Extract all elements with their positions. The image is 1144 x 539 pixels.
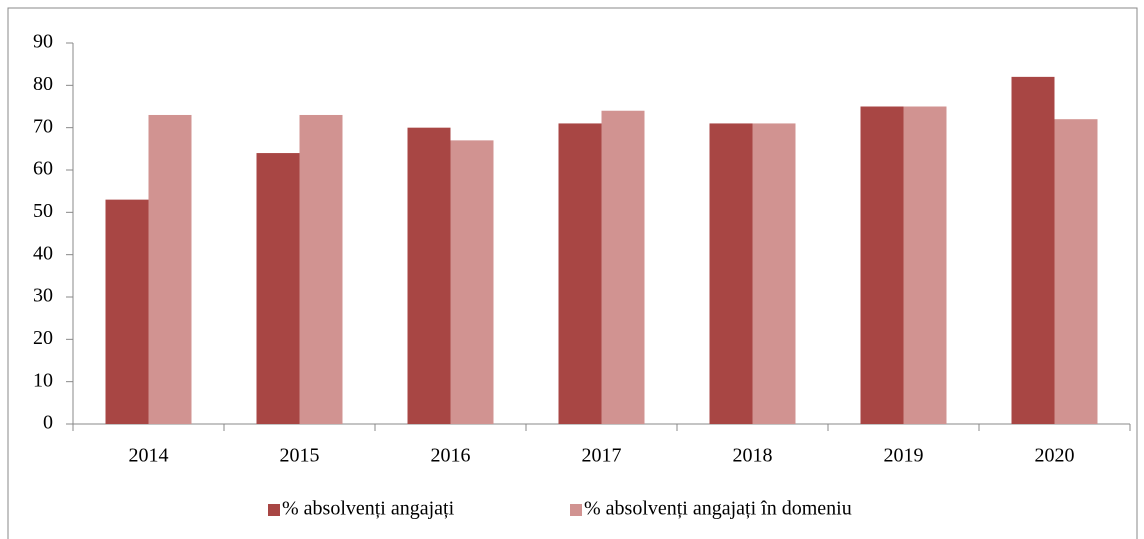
x-tick-label: 2020 — [1035, 445, 1075, 467]
y-tick-label: 90 — [33, 31, 53, 53]
y-tick-label: 40 — [33, 242, 53, 264]
x-tick-label: 2015 — [280, 445, 320, 467]
bar — [558, 123, 602, 424]
y-tick-label: 10 — [33, 369, 53, 391]
legend-label: % absolvenți angajați — [282, 498, 455, 520]
x-tick-label: 2014 — [129, 445, 169, 467]
bar — [860, 106, 904, 424]
bar — [1054, 119, 1098, 424]
legend-swatch — [268, 504, 280, 516]
legend-label: % absolvenți angajați în domeniu — [584, 498, 852, 520]
bar — [256, 153, 300, 425]
chart-border — [7, 7, 1138, 539]
y-tick-label: 0 — [43, 412, 53, 434]
bar — [1011, 76, 1055, 424]
y-tick-label: 60 — [33, 158, 53, 180]
bar — [450, 140, 494, 424]
y-tick-label: 20 — [33, 327, 53, 349]
y-tick-label: 70 — [33, 115, 53, 137]
y-tick-label: 30 — [33, 285, 53, 307]
bar — [148, 114, 192, 424]
bar — [407, 127, 451, 425]
x-tick-label: 2018 — [733, 445, 773, 467]
y-tick-label: 80 — [33, 73, 53, 95]
bar — [299, 114, 343, 424]
x-tick-label: 2019 — [884, 445, 924, 467]
bar — [752, 123, 796, 424]
x-tick-label: 2016 — [431, 445, 471, 467]
bar — [903, 106, 947, 424]
legend-swatch — [570, 504, 582, 516]
bar — [601, 110, 645, 424]
bar — [105, 199, 149, 424]
x-tick-label: 2017 — [582, 445, 622, 467]
bar — [709, 123, 753, 424]
y-tick-label: 50 — [33, 200, 53, 222]
